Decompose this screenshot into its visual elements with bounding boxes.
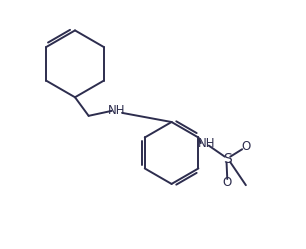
- Text: S: S: [223, 152, 232, 166]
- Text: NH: NH: [108, 104, 126, 117]
- Text: NH: NH: [197, 136, 215, 150]
- Text: O: O: [241, 140, 251, 153]
- Text: O: O: [223, 176, 232, 189]
